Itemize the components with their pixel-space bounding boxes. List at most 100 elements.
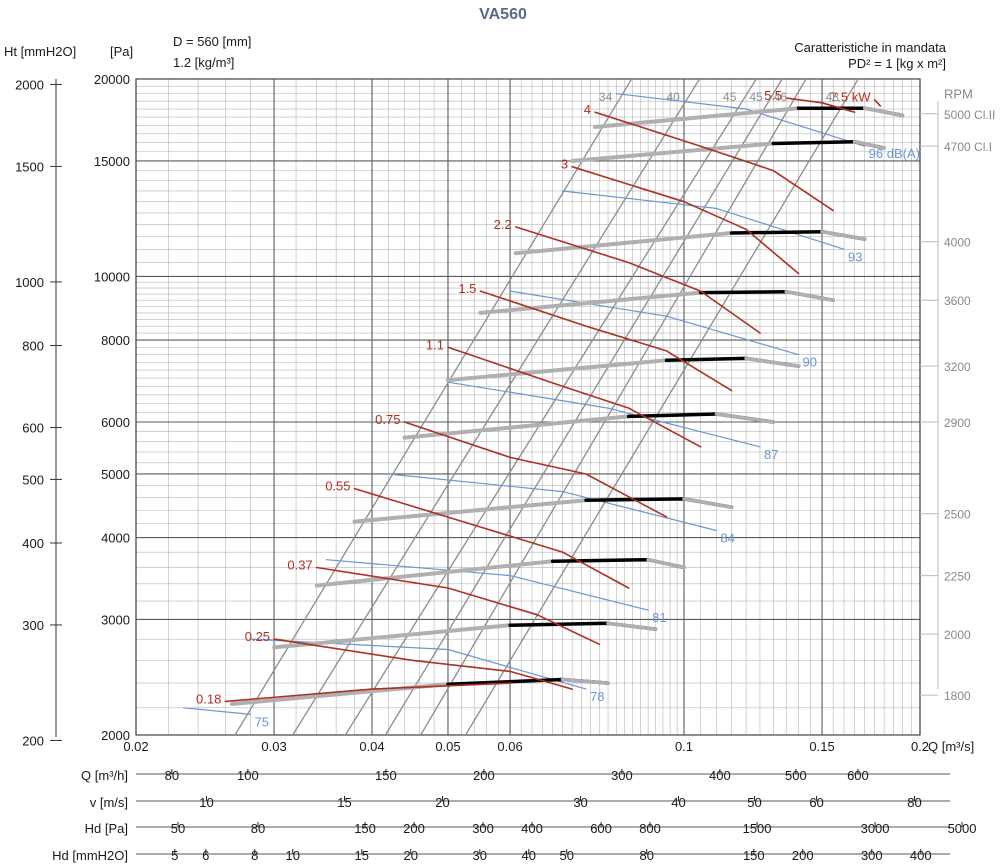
sub-axis-tick-label: 80 bbox=[251, 821, 265, 836]
sub-axis-tick-label: 10 bbox=[199, 795, 213, 810]
x-tick-label: 0.06 bbox=[497, 739, 522, 754]
noise-label: 78 bbox=[590, 689, 604, 704]
ht-tick-label: 2000 bbox=[15, 77, 44, 92]
plot-frame bbox=[135, 78, 921, 736]
sub-axis-tick-label: 15 bbox=[355, 848, 369, 863]
pa-tick-label: 20000 bbox=[94, 72, 130, 87]
ht-tick-label: 600 bbox=[22, 420, 44, 435]
sub-axis-tick-label: 200 bbox=[403, 821, 425, 836]
power-curve bbox=[353, 487, 630, 589]
pa-tick-label: 6000 bbox=[101, 415, 130, 430]
sub-axis-tick-label: 40 bbox=[522, 848, 536, 863]
rpm-curve-tail bbox=[820, 229, 867, 241]
sub-axis-tick-label: 500 bbox=[785, 768, 807, 783]
rpm-curve-tail bbox=[314, 559, 555, 588]
rpm-label: 3600 bbox=[944, 294, 971, 308]
sub-axis-tick-label: 600 bbox=[590, 821, 612, 836]
power-curve bbox=[594, 111, 834, 212]
sub-axis-tick-label: 30 bbox=[573, 795, 587, 810]
sub-axis-tick-label: 5000 bbox=[948, 821, 977, 836]
rpm-label: 5000 Cl.II bbox=[944, 108, 995, 122]
pa-tick-label: 4000 bbox=[101, 531, 130, 546]
x-tick-label: 0.1 bbox=[675, 739, 693, 754]
pa-tick-label: 5000 bbox=[101, 467, 130, 482]
x-tick-label: 0.04 bbox=[359, 739, 384, 754]
characteristics-label: Caratteristiche in mandata bbox=[794, 40, 946, 55]
ht-axis-unit: Ht [mmH2O] bbox=[4, 44, 77, 59]
pa-tick-label: 3000 bbox=[101, 612, 130, 627]
power-label: 0.25 bbox=[245, 629, 270, 644]
noise-label: 90 bbox=[803, 355, 817, 370]
pa-tick-label: 15000 bbox=[94, 154, 130, 169]
noise-curve bbox=[388, 473, 717, 532]
ht-tick-label: 400 bbox=[22, 536, 44, 551]
pa-axis-unit: [Pa] bbox=[110, 44, 134, 59]
noise-label: 93 bbox=[848, 249, 862, 264]
efficiency-label: 45 bbox=[749, 90, 763, 104]
rpm-curve-tail bbox=[352, 498, 588, 524]
sub-axis-tick-label: 15 bbox=[337, 795, 351, 810]
sub-axis-tick-label: 150 bbox=[743, 848, 765, 863]
efficiency-label: 45 bbox=[723, 90, 737, 104]
sub-axis-label: Hd [Pa] bbox=[85, 821, 128, 836]
noise-label: 87 bbox=[764, 447, 778, 462]
sub-axis-label: Hd [mmH2O] bbox=[52, 848, 128, 863]
power-curve bbox=[571, 165, 800, 275]
power-label: 5.5 bbox=[764, 88, 782, 103]
ht-tick-label: 200 bbox=[22, 733, 44, 748]
sub-axis-tick-label: 600 bbox=[847, 768, 869, 783]
sub-axis-tick-label: 50 bbox=[747, 795, 761, 810]
rpm-label: 3200 bbox=[944, 360, 971, 374]
noise-label: 75 bbox=[255, 714, 269, 729]
rpm-curve-tail bbox=[560, 677, 610, 685]
power-label: 1.1 bbox=[426, 337, 444, 352]
pa-tick-label: 8000 bbox=[101, 333, 130, 348]
rpm-curve-tail bbox=[570, 141, 776, 163]
rpm-label: 4000 bbox=[944, 236, 971, 250]
rpm-curve-tail bbox=[862, 106, 905, 118]
power-curve bbox=[785, 97, 856, 113]
sub-axis-tick-label: 1500 bbox=[743, 821, 772, 836]
power-label: 1.5 bbox=[458, 281, 476, 296]
sub-axis-tick-label: 8 bbox=[251, 848, 258, 863]
rpm-label: 2250 bbox=[944, 570, 971, 584]
efficiency-label: 40 bbox=[666, 90, 680, 104]
power-curve bbox=[514, 226, 761, 334]
noise-curve bbox=[447, 381, 761, 448]
noise-curve bbox=[325, 559, 649, 611]
rpm-curve-tail bbox=[744, 356, 801, 368]
sub-axis-tick-label: 50 bbox=[171, 821, 185, 836]
power-curve bbox=[447, 346, 702, 448]
x-tick-label: 0.02 bbox=[123, 739, 148, 754]
sub-axis-tick-label: 400 bbox=[910, 848, 932, 863]
sub-axis-tick-label: 200 bbox=[792, 848, 814, 863]
rpm-label: 2000 bbox=[944, 628, 971, 642]
rpm-label: 4700 Cl.I bbox=[944, 140, 992, 154]
rpm-label: 1800 bbox=[944, 689, 971, 703]
rpm-curve-tail bbox=[402, 414, 631, 440]
ht-tick-label: 300 bbox=[22, 618, 44, 633]
efficiency-line bbox=[291, 79, 701, 735]
x-tick-label: 0.03 bbox=[261, 739, 286, 754]
rpm-label: 2900 bbox=[944, 416, 971, 430]
sub-axis-tick-label: 5 bbox=[171, 848, 178, 863]
rpm-curve-tail bbox=[852, 139, 886, 150]
sub-axis-tick-label: 300 bbox=[611, 768, 633, 783]
sub-axis-tick-label: 60 bbox=[809, 795, 823, 810]
ht-tick-label: 500 bbox=[22, 472, 44, 487]
power-label: 2.2 bbox=[494, 217, 512, 232]
pa-tick-label: 10000 bbox=[94, 269, 130, 284]
power-label: 4 bbox=[584, 102, 591, 117]
power-label: 7.5 kW bbox=[830, 90, 871, 105]
sub-axis-tick-label: 20 bbox=[404, 848, 418, 863]
sub-axis-tick-label: 400 bbox=[521, 821, 543, 836]
rpm-label: 2500 bbox=[944, 508, 971, 522]
sub-axis-tick-label: 80 bbox=[907, 795, 921, 810]
rpm-curve-tail bbox=[714, 412, 776, 424]
ht-tick-label: 1000 bbox=[15, 275, 44, 290]
sub-axis-label: Q [m³/h] bbox=[81, 768, 128, 783]
rpm-curve-tail bbox=[784, 289, 835, 302]
noise-curve bbox=[183, 707, 252, 715]
sub-axis-tick-label: 80 bbox=[640, 848, 654, 863]
